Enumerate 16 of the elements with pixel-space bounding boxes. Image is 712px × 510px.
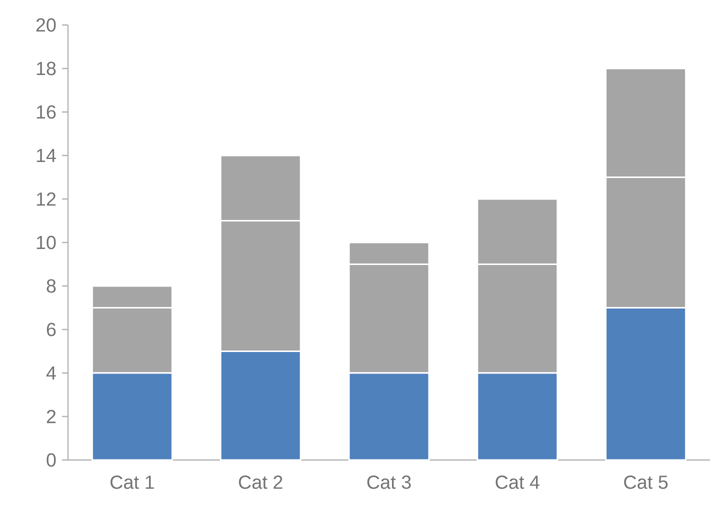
x-tick-label: Cat 1 (110, 476, 154, 489)
y-tick-label: 20 (36, 18, 56, 32)
x-tick-label: Cat 2 (238, 476, 282, 489)
x-tick-label: Cat 3 (367, 476, 411, 489)
y-tick-label: 4 (46, 366, 56, 380)
y-tick-label: 6 (46, 322, 56, 336)
y-tick-label: 14 (36, 148, 56, 162)
y-tick-label: 18 (36, 62, 56, 76)
y-tick-label: 16 (36, 105, 56, 119)
x-tick-label: Cat 4 (496, 476, 540, 489)
y-tick-label: 10 (36, 236, 56, 250)
y-tick-label: 0 (46, 453, 56, 467)
y-tick-label: 12 (36, 192, 56, 206)
y-tick-label: 2 (46, 410, 56, 424)
x-tick-label: Cat 5 (624, 476, 668, 489)
y-tick-label: 8 (46, 279, 56, 293)
